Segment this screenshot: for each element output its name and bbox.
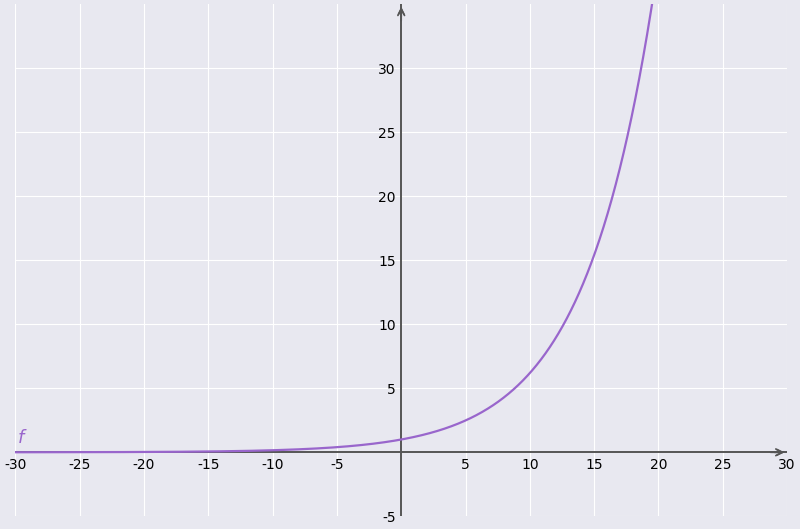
Text: f: f xyxy=(18,429,24,447)
